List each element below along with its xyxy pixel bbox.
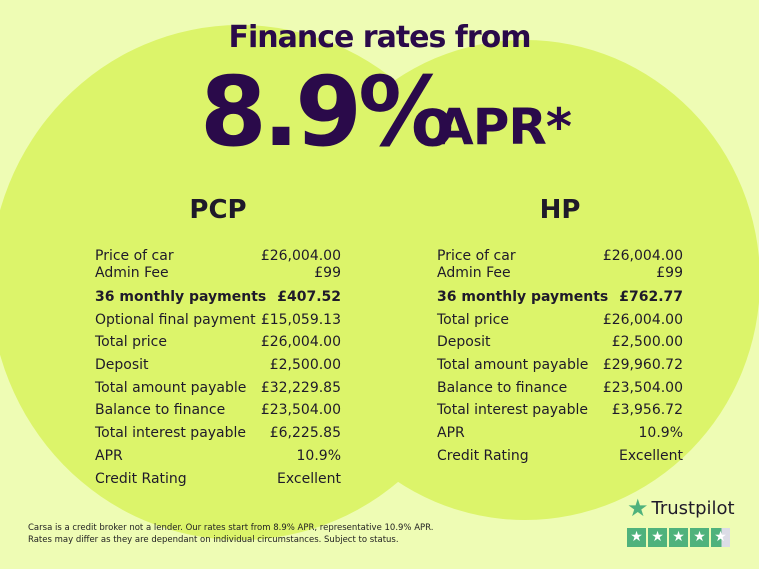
table-row: Deposit £2,500.00 xyxy=(95,354,341,377)
background-circle-right xyxy=(290,40,759,520)
table-row: Credit Rating Excellent xyxy=(95,468,341,491)
row-label: Deposit xyxy=(95,357,149,374)
row-value: £99 xyxy=(314,265,341,281)
table-row: APR 10.9% xyxy=(437,422,683,445)
row-value: £407.52 xyxy=(277,289,341,305)
row-label: Optional final payment xyxy=(95,311,256,328)
pcp-title: PCP xyxy=(189,195,247,225)
row-value: £23,504.00 xyxy=(602,379,683,396)
row-label: Admin Fee xyxy=(437,265,511,281)
trustpilot-badge: ★ Trustpilot ★ ★ ★ ★ ★ xyxy=(627,494,735,547)
table-row: Total interest payable £6,225.85 xyxy=(95,422,341,445)
row-label: 36 monthly payments xyxy=(95,289,267,305)
row-value: £2,500.00 xyxy=(611,334,683,351)
table-row: 36 monthly payments £762.77 xyxy=(437,286,683,309)
half-star-icon: ★ xyxy=(711,528,730,547)
row-label: Balance to finance xyxy=(95,402,226,419)
table-row: Balance to finance £23,504.00 xyxy=(437,377,683,400)
row-label: Credit Rating xyxy=(437,447,529,464)
row-value: £23,504.00 xyxy=(260,402,341,419)
row-value: Excellent xyxy=(619,447,683,464)
table-row: Optional final payment £15,059.13 xyxy=(95,309,341,332)
row-value: Excellent xyxy=(277,470,341,487)
star-icon: ★ xyxy=(669,528,688,547)
table-row: Balance to finance £23,504.00 xyxy=(95,399,341,422)
table-row: Credit Rating Excellent xyxy=(437,445,683,468)
row-value: £26,004.00 xyxy=(602,248,683,264)
table-row: Total amount payable £29,960.72 xyxy=(437,354,683,377)
rate-value: 8.9% xyxy=(200,56,454,168)
star-icon: ★ xyxy=(690,528,709,547)
row-label: Price of car xyxy=(437,248,516,264)
row-label: Balance to finance xyxy=(437,379,568,396)
row-value: £2,500.00 xyxy=(269,357,341,374)
table-row: Price of car £26,004.00 xyxy=(437,248,683,265)
row-label: 36 monthly payments xyxy=(437,289,609,305)
row-label: Price of car xyxy=(95,248,174,264)
rate-suffix: APR* xyxy=(435,98,572,156)
row-label: Total amount payable xyxy=(95,379,247,396)
disclaimer: Carsa is a credit broker not a lender. O… xyxy=(28,522,433,546)
table-row: Total amount payable £32,229.85 xyxy=(95,377,341,400)
table-row: APR 10.9% xyxy=(95,445,341,468)
table-row: Admin Fee £99 xyxy=(95,265,341,282)
row-value: 10.9% xyxy=(638,425,683,442)
row-value: £3,956.72 xyxy=(611,402,683,419)
row-value: £32,229.85 xyxy=(260,379,341,396)
row-label: Total amount payable xyxy=(437,357,589,374)
row-label: APR xyxy=(95,447,123,464)
headline: Finance rates from xyxy=(228,20,531,55)
row-value: £762.77 xyxy=(619,289,683,305)
row-value: £15,059.13 xyxy=(260,311,341,328)
row-label: Total interest payable xyxy=(437,402,589,419)
row-label: Total interest payable xyxy=(95,425,247,442)
trustpilot-star-icon: ★ xyxy=(627,494,649,522)
table-row: Price of car £26,004.00 xyxy=(95,248,341,265)
trustpilot-rating: ★ ★ ★ ★ ★ xyxy=(627,528,735,547)
table-row: Deposit £2,500.00 xyxy=(437,331,683,354)
row-value: £26,004.00 xyxy=(260,334,341,351)
table-row: Total price £26,004.00 xyxy=(437,309,683,332)
row-label: Admin Fee xyxy=(95,265,169,281)
star-icon: ★ xyxy=(648,528,667,547)
hp-table: HP Price of car £26,004.00 Admin Fee £99 36 … xyxy=(437,195,683,468)
table-row: Admin Fee £99 xyxy=(437,265,683,282)
table-row: 36 monthly payments £407.52 xyxy=(95,286,341,309)
row-label: APR xyxy=(437,425,465,442)
row-value: £29,960.72 xyxy=(602,357,683,374)
row-label: Deposit xyxy=(437,334,491,351)
row-value: £26,004.00 xyxy=(260,248,341,264)
table-row: Total interest payable £3,956.72 xyxy=(437,399,683,422)
disclaimer-line: Carsa is a credit broker not a lender. O… xyxy=(28,523,434,533)
row-label: Total price xyxy=(95,334,167,351)
row-value: 10.9% xyxy=(296,447,341,464)
hp-title: HP xyxy=(539,195,581,225)
table-row: Total price £26,004.00 xyxy=(95,331,341,354)
disclaimer-line: Rates may differ as they are dependant o… xyxy=(28,535,399,545)
star-icon: ★ xyxy=(627,528,646,547)
pcp-table: PCP Price of car £26,004.00 Admin Fee £99 36… xyxy=(95,195,341,490)
row-value: £6,225.85 xyxy=(269,425,341,442)
row-label: Credit Rating xyxy=(95,470,187,487)
row-value: £26,004.00 xyxy=(602,311,683,328)
trustpilot-name: Trustpilot xyxy=(651,497,735,519)
row-label: Total price xyxy=(437,311,509,328)
row-value: £99 xyxy=(656,265,683,281)
